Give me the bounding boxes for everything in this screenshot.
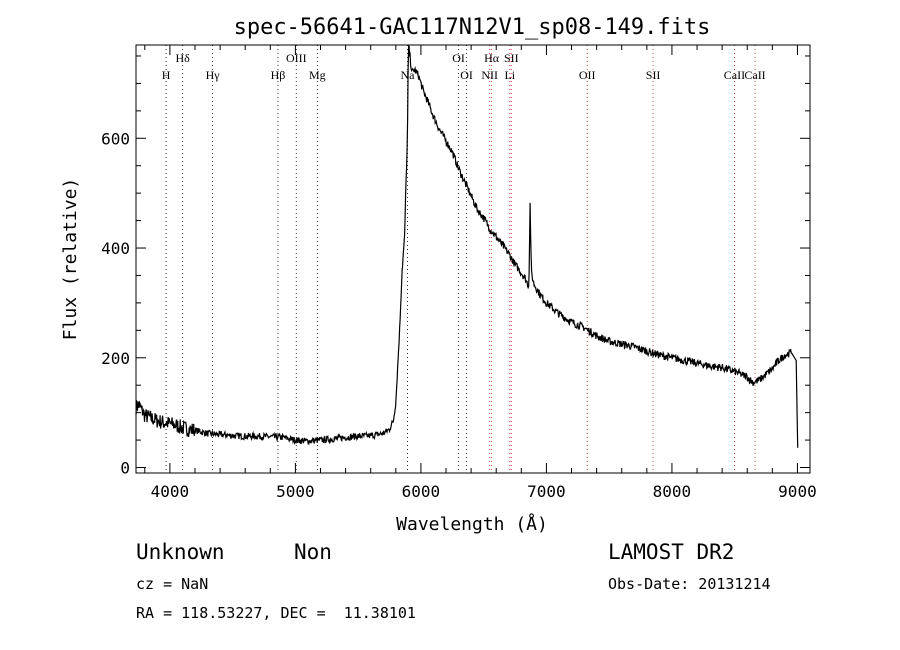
line-label-lower-0: H <box>162 68 171 82</box>
line-label-lower-8: OII <box>579 68 596 82</box>
y-tick-label-1: 200 <box>101 349 130 368</box>
line-label-lower-6: NII <box>481 68 498 82</box>
plot-frame <box>135 44 811 474</box>
ra-dec-coordinates: RA = 118.53227, DEC = 11.38101 <box>136 604 416 622</box>
line-label-lower-9: SII <box>646 68 661 82</box>
line-label-upper-0: Hδ <box>176 51 191 65</box>
line-label-lower-2: Hβ <box>271 68 286 82</box>
y-tick-label-2: 400 <box>101 239 130 258</box>
x-tick-label-5: 9000 <box>778 482 817 501</box>
line-label-lower-7: Li <box>504 68 515 82</box>
line-label-lower-3: Mg <box>309 68 326 82</box>
redshift-cz: cz = NaN <box>136 575 209 593</box>
x-tick-label-3: 7000 <box>527 482 566 501</box>
x-tick-label-4: 8000 <box>653 482 692 501</box>
y-tick-label-0: 0 <box>120 459 130 478</box>
line-label-upper-3: Hα <box>484 51 500 65</box>
line-label-upper-2: OI <box>452 51 465 65</box>
spectrum-series-line <box>135 44 799 448</box>
reference-lines <box>165 45 756 473</box>
y-axis-label: Flux (relative) <box>60 178 81 341</box>
object-class: Unknown <box>136 540 225 564</box>
line-label-lower-1: Hγ <box>206 68 221 82</box>
axis-ticks: 4000 5000 6000 7000 8000 9000 0 200 400 600 <box>101 45 817 501</box>
x-tick-label-1: 5000 <box>276 482 315 501</box>
line-label-lower-5: OI <box>460 68 473 82</box>
x-tick-label-2: 6000 <box>402 482 441 501</box>
survey-name: LAMOST DR2 <box>608 540 735 564</box>
x-tick-label-0: 4000 <box>151 482 190 501</box>
observation-date: Obs-Date: 20131214 <box>608 575 771 593</box>
spectrum-chart: spec-56641-GAC117N12V1_sp08-149.fits Hδ O… <box>60 15 817 535</box>
line-label-upper-4: SII <box>504 51 519 65</box>
line-label-lower-11: CaII <box>744 68 765 82</box>
line-label-upper-1: OIII <box>286 51 307 65</box>
chart-title: spec-56641-GAC117N12V1_sp08-149.fits <box>234 15 711 40</box>
y-tick-label-3: 600 <box>101 129 130 148</box>
x-axis-label: Wavelength (Å) <box>396 513 548 535</box>
line-label-lower-10: CaII <box>724 68 745 82</box>
object-subclass: Non <box>294 540 332 564</box>
